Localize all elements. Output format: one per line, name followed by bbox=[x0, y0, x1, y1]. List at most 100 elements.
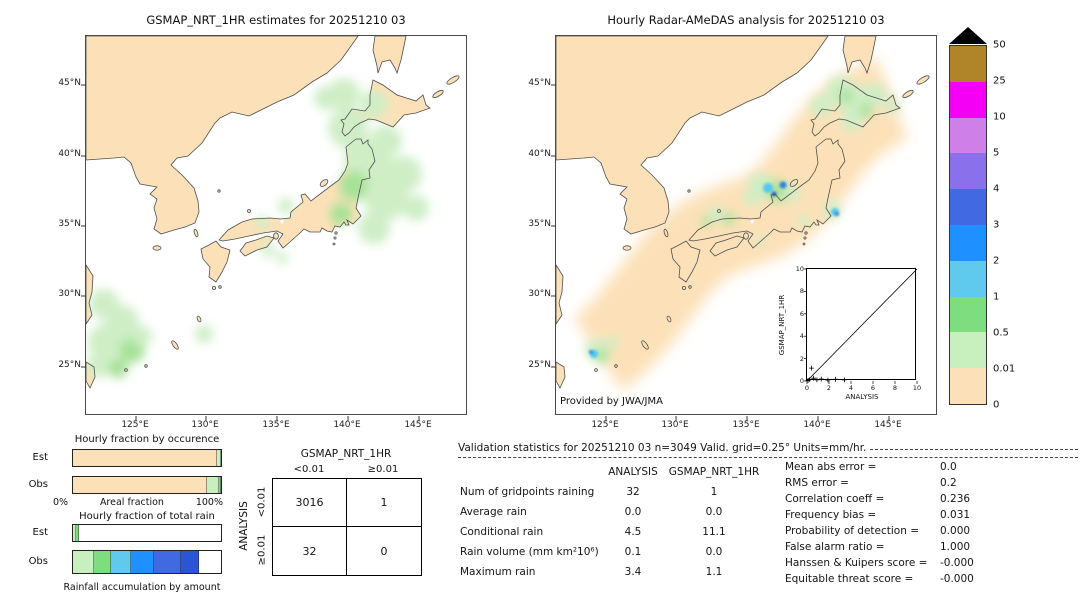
score-label: Equitable threat score = bbox=[785, 573, 914, 585]
score-line: False alarm ratio = 1.000 bbox=[785, 539, 974, 555]
precip-blob bbox=[859, 103, 873, 117]
col-header-analysis: ANALYSIS bbox=[608, 466, 658, 478]
table-row: Rain volume (mm km²10⁶) 0.1 0.0 bbox=[460, 542, 764, 562]
inset-x-tick-label: 10 bbox=[912, 384, 922, 392]
bar-segment bbox=[181, 551, 199, 573]
precip-blob bbox=[261, 243, 275, 257]
contingency-cell-00: 3016 bbox=[273, 479, 347, 527]
colorbar-tick-label: 25 bbox=[993, 75, 1006, 87]
left-map-lat-tick-label: 30°N bbox=[58, 289, 81, 299]
score-value: -0.000 bbox=[940, 573, 974, 585]
colorbar-segment bbox=[950, 46, 986, 82]
colorbar-overflow-triangle bbox=[949, 27, 987, 44]
inset-scatter: ANALYSIS GSMAP_NRT_1HR 0 0 2 2 4 4 6 6 8 8 10 10 bbox=[778, 265, 921, 401]
left-map-lat-tick-label: 45°N bbox=[58, 78, 81, 88]
precip-blob bbox=[835, 212, 839, 216]
right-map-lon-tick-label: 130°E bbox=[661, 420, 689, 430]
right-map: Provided by JWA/JMA ANALYSIS GSMAP_NRT_1… bbox=[550, 35, 937, 422]
row-label: Rain volume (mm km²10⁶) bbox=[460, 546, 599, 558]
bar-segment bbox=[130, 551, 155, 573]
precip-blob bbox=[360, 90, 388, 118]
score-line: Mean abs error = 0.0 bbox=[785, 459, 974, 475]
contingency-grid: 3016 1 32 0 bbox=[272, 478, 422, 576]
score-value: -0.000 bbox=[940, 557, 974, 569]
gsmap-value: 1 bbox=[710, 486, 718, 498]
dashed-filler bbox=[870, 448, 1078, 450]
precip-blob bbox=[195, 325, 213, 343]
left-map-lat-tick-label: 25°N bbox=[58, 360, 81, 370]
score-value: 0.000 bbox=[940, 525, 971, 537]
row-label: Num of gridpoints raining bbox=[460, 486, 595, 498]
analysis-value: 3.4 bbox=[624, 566, 642, 578]
inset-x-tick-label: 6 bbox=[870, 384, 876, 392]
scores-list: Mean abs error = 0.0 RMS error = 0.2 Correla… bbox=[785, 459, 974, 587]
score-value: 0.0 bbox=[940, 461, 957, 473]
scatter-point bbox=[833, 376, 838, 382]
contingency-cell-11: 0 bbox=[380, 544, 388, 558]
col-header-gsmap: GSMAP_NRT_1HR bbox=[668, 466, 760, 478]
table-row: Conditional rain 4.5 11.1 bbox=[460, 522, 764, 542]
left-map bbox=[80, 35, 467, 422]
score-value: 0.031 bbox=[940, 509, 971, 521]
bar-segment bbox=[73, 525, 76, 541]
precip-blob bbox=[358, 212, 390, 244]
contingency-col-label-ge: ≥0.01 bbox=[367, 464, 399, 475]
occurrence-est-label: Est bbox=[32, 452, 48, 463]
contingency-col-axis-title: GSMAP_NRT_1HR bbox=[300, 448, 392, 460]
colorbar-segment bbox=[950, 189, 986, 225]
contingency-cell-10: 32 bbox=[273, 527, 347, 575]
colorbar-segment bbox=[950, 332, 986, 369]
precip-light-layer bbox=[585, 76, 900, 363]
axis-title: Areal fraction bbox=[99, 497, 164, 508]
right-map-canvas bbox=[550, 36, 931, 422]
colorbar-segment bbox=[950, 368, 986, 404]
precip-light-layer bbox=[86, 78, 429, 378]
score-line: Probability of detection = 0.000 bbox=[785, 523, 974, 539]
dashed-rule bbox=[458, 457, 1078, 458]
colorbar-segment bbox=[950, 153, 986, 190]
precip-blob bbox=[763, 183, 773, 193]
row-label: Conditional rain bbox=[460, 526, 544, 538]
precip-blob bbox=[339, 171, 369, 201]
precip-blob bbox=[364, 176, 408, 220]
scatter-point bbox=[814, 377, 820, 383]
right-map-lat-tick-label: 45°N bbox=[528, 78, 551, 88]
right-map-lat-tick-label: 25°N bbox=[528, 360, 551, 370]
validation-header-row: ANALYSIS GSMAP_NRT_1HR bbox=[460, 462, 764, 482]
colorbar-segment bbox=[950, 260, 986, 297]
precip-blob bbox=[132, 326, 152, 346]
bar-segment bbox=[73, 450, 218, 466]
right-map-lat-tick-label: 40°N bbox=[528, 149, 551, 159]
precip-blob bbox=[865, 83, 887, 105]
contingency-row-label-lt: <0.01 bbox=[256, 486, 268, 518]
precip-blob bbox=[701, 217, 711, 227]
bar-segment bbox=[218, 477, 221, 493]
inset-x-tick-label: 2 bbox=[826, 384, 832, 392]
score-line: RMS error = 0.2 bbox=[785, 475, 974, 491]
left-map-canvas bbox=[80, 36, 461, 422]
right-map-title: Hourly Radar-AMeDAS analysis for 2025121… bbox=[607, 13, 885, 27]
precip-blob bbox=[744, 190, 760, 206]
right-map-lon-tick-label: 145°E bbox=[874, 420, 902, 430]
score-label: Hanssen & Kuipers score = bbox=[785, 557, 928, 569]
colorbar-segment bbox=[950, 117, 986, 154]
score-label: False alarm ratio = bbox=[785, 541, 885, 553]
precip-blob bbox=[86, 354, 110, 378]
gsmap-value: 11.1 bbox=[702, 526, 726, 538]
precip-blob bbox=[589, 350, 593, 354]
occurrence-axis: 0% Areal fraction 100% bbox=[53, 497, 223, 508]
score-value: 0.236 bbox=[940, 493, 971, 505]
precip-blob bbox=[328, 78, 360, 110]
left-map-lon-tick-label: 140°E bbox=[333, 420, 361, 430]
inset-y-tick-label: 6 bbox=[799, 309, 804, 318]
scatter-point bbox=[818, 376, 824, 382]
bar-segment bbox=[217, 450, 221, 466]
precip-heavy-layer bbox=[589, 181, 839, 358]
right-map-lat-tick-label: 30°N bbox=[528, 289, 551, 299]
left-map-lon-tick-label: 145°E bbox=[404, 420, 432, 430]
precip-blob bbox=[606, 336, 618, 348]
bar-segment bbox=[111, 551, 131, 573]
score-line: Correlation coeff = 0.236 bbox=[785, 491, 974, 507]
colorbar-labels: 50 25 10 5 4 3 2 1 0.5 0.01 0 bbox=[993, 40, 1037, 411]
colorbar-tick-label: 5 bbox=[993, 147, 1000, 159]
